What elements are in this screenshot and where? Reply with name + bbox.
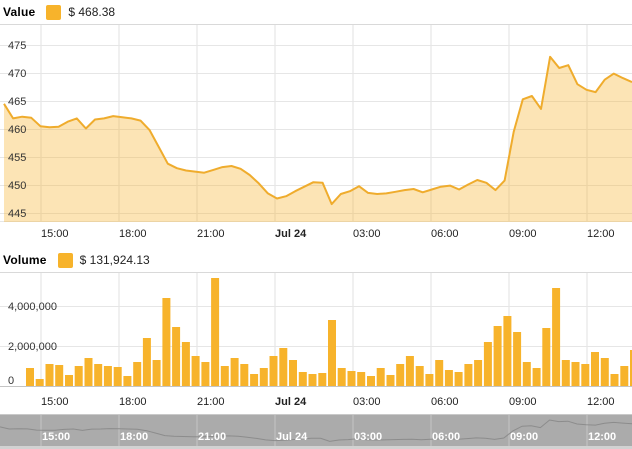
- svg-text:0: 0: [8, 375, 14, 387]
- value-y-axis-labels: 445 450 455 460 465 470 475: [8, 40, 26, 220]
- volume-y-axis-labels: 0 2,000,000 4,000,000: [8, 301, 57, 387]
- horizontal-scrollbar-track[interactable]: [0, 446, 632, 449]
- navigator-line: [0, 419, 632, 442]
- value-legend-current-value: $ 468.38: [68, 5, 116, 19]
- volume-legend-title: Volume: [3, 253, 47, 267]
- x-axis-tick-label: 15:00: [41, 228, 69, 240]
- x-axis-tick-label: 03:00: [353, 396, 381, 408]
- value-x-axis-labels: 15:00 18:00 21:00 Jul 24 03:00 06:00 09:00 12:0…: [0, 228, 632, 243]
- x-axis-tick-label: 09:00: [509, 228, 537, 240]
- navigator-labels: 15:00 18:00 21:00 Jul 24 03:00 06:00 09:00 12:0…: [42, 431, 616, 443]
- svg-text:2,000,000: 2,000,000: [8, 341, 57, 353]
- value-line-series[interactable]: [3, 55, 632, 206]
- svg-text:21:00: 21:00: [198, 431, 226, 443]
- x-axis-tick-label: 03:00: [353, 228, 381, 240]
- svg-text:15:00: 15:00: [42, 431, 70, 443]
- svg-text:4,000,000: 4,000,000: [8, 301, 57, 313]
- navigator-mini-chart[interactable]: 15:00 18:00 21:00 Jul 24 03:00 06:00 09:00 12:0…: [0, 415, 632, 446]
- value-area-series[interactable]: [4, 56, 632, 222]
- x-axis-tick-label: 15:00: [41, 396, 69, 408]
- svg-text:Jul 24: Jul 24: [276, 431, 308, 443]
- value-gridlines: [0, 24, 632, 222]
- volume-legend-current-value: $ 131,924.13: [79, 253, 150, 267]
- value-legend: Value $ 468.38: [3, 2, 115, 22]
- x-axis-tick-label: Jul 24: [275, 396, 307, 408]
- x-axis-tick-label: 12:00: [587, 396, 615, 408]
- x-axis-tick-label: Jul 24: [275, 228, 307, 240]
- volume-bar-chart[interactable]: 0 2,000,000 4,000,000: [0, 272, 632, 388]
- x-axis-tick-label: 12:00: [587, 228, 615, 240]
- value-area-chart[interactable]: 445 450 455 460 465 470 475: [0, 24, 632, 222]
- navigator-scrollbar[interactable]: 15:00 18:00 21:00 Jul 24 03:00 06:00 09:00 12:0…: [0, 414, 632, 446]
- x-axis-tick-label: 21:00: [197, 228, 225, 240]
- volume-legend: Volume $ 131,924.13: [3, 250, 150, 270]
- x-axis-tick-label: 18:00: [119, 228, 147, 240]
- volume-bars[interactable]: [26, 278, 632, 386]
- volume-x-axis-labels: 15:00 18:00 21:00 Jul 24 03:00 06:00 09:00 12:0…: [0, 396, 632, 411]
- svg-text:12:00: 12:00: [588, 431, 616, 443]
- svg-text:470: 470: [8, 68, 26, 80]
- x-axis-tick-label: 21:00: [197, 396, 225, 408]
- svg-text:06:00: 06:00: [432, 431, 460, 443]
- value-legend-swatch-icon[interactable]: [46, 4, 62, 20]
- svg-text:450: 450: [8, 180, 26, 192]
- value-legend-title: Value: [3, 5, 36, 19]
- x-axis-tick-label: 09:00: [509, 396, 537, 408]
- svg-text:18:00: 18:00: [120, 431, 148, 443]
- svg-text:465: 465: [8, 96, 26, 108]
- x-axis-tick-label: 06:00: [431, 228, 459, 240]
- svg-text:03:00: 03:00: [354, 431, 382, 443]
- svg-text:475: 475: [8, 40, 26, 52]
- svg-text:460: 460: [8, 124, 26, 136]
- svg-text:455: 455: [8, 152, 26, 164]
- svg-text:445: 445: [8, 208, 26, 220]
- volume-legend-swatch-icon[interactable]: [57, 252, 73, 268]
- x-axis-tick-label: 18:00: [119, 396, 147, 408]
- x-axis-tick-label: 06:00: [431, 396, 459, 408]
- svg-text:09:00: 09:00: [510, 431, 538, 443]
